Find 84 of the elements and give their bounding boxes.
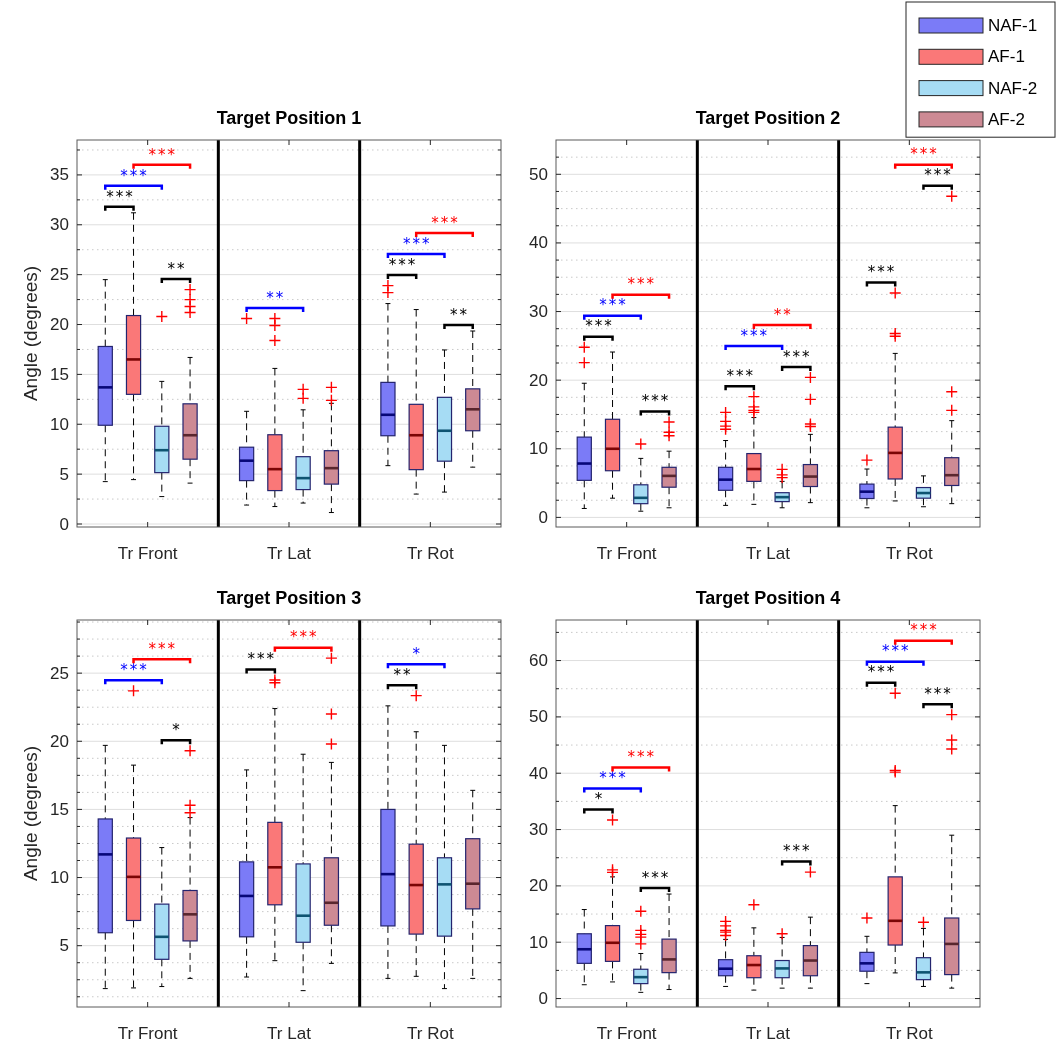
x-tick-label: Tr Front <box>117 543 178 563</box>
chart-title: Target Position 3 <box>216 588 362 608</box>
y-tick-label: 0 <box>538 507 548 527</box>
legend-label: AF-2 <box>988 109 1025 129</box>
y-tick-label: 10 <box>529 932 548 952</box>
y-tick-label: 40 <box>529 763 548 783</box>
annotation: *** <box>402 234 432 253</box>
annotation: *** <box>247 650 276 669</box>
annotation: *** <box>910 145 939 164</box>
annotation: *** <box>924 166 953 185</box>
annotation: *** <box>106 187 135 206</box>
annotation: *** <box>641 868 671 887</box>
y-tick-label: 5 <box>59 464 69 484</box>
x-tick-label: Tr Rot <box>886 543 933 563</box>
y-tick-label: 20 <box>529 876 548 896</box>
annotation: *** <box>783 347 812 366</box>
x-tick-label: Tr Lat <box>746 1023 791 1041</box>
x-tick-label: Tr Lat <box>267 543 312 563</box>
y-tick-label: 20 <box>529 370 548 390</box>
legend-label: NAF-2 <box>988 78 1038 98</box>
x-tick-label: Tr Rot <box>886 1023 933 1041</box>
chart-title: Target Position 2 <box>695 108 841 128</box>
annotation: *** <box>641 392 671 411</box>
annotation: * <box>412 644 422 663</box>
annotation: *** <box>867 263 897 282</box>
legend-label: NAF-1 <box>988 16 1038 35</box>
y-tick-label: 10 <box>529 439 548 459</box>
annotation: *** <box>627 748 657 767</box>
annotation: *** <box>910 621 939 640</box>
x-tick-label: Tr Rot <box>407 543 454 563</box>
annotation: *** <box>148 640 178 659</box>
y-tick-label: 30 <box>529 302 548 322</box>
y-tick-label: 10 <box>50 414 69 434</box>
annotation: ** <box>393 665 413 684</box>
annotation: *** <box>120 661 149 680</box>
annotation: *** <box>120 166 149 185</box>
annotation: ** <box>167 259 187 278</box>
annotation: ** <box>773 305 793 324</box>
y-tick-label: 60 <box>529 651 548 671</box>
chart-title: Target Position 1 <box>216 108 362 128</box>
annotation: *** <box>867 663 897 682</box>
annotation: *** <box>148 145 178 164</box>
y-tick-label: 50 <box>529 707 548 727</box>
annotation: *** <box>726 366 755 385</box>
annotation: *** <box>881 642 911 661</box>
annotation: *** <box>783 842 812 861</box>
x-tick-label: Tr Front <box>596 1023 657 1041</box>
y-tick-label: 15 <box>50 799 69 819</box>
x-tick-label: Tr Front <box>117 1023 178 1041</box>
annotation: * <box>172 721 182 740</box>
y-tick-label: 25 <box>50 265 69 285</box>
annotation: *** <box>431 213 460 232</box>
chart-title: Target Position 4 <box>695 588 841 608</box>
y-tick-label: 20 <box>50 315 69 335</box>
y-tick-label: 40 <box>529 233 548 253</box>
y-tick-label: 30 <box>50 215 69 235</box>
annotation: *** <box>289 628 319 647</box>
y-axis-title: Angle (degrees) <box>19 265 41 402</box>
annotation: *** <box>599 296 628 315</box>
y-tick-label: 25 <box>50 663 69 683</box>
annotation: *** <box>388 255 418 274</box>
y-tick-label: 35 <box>50 165 69 185</box>
y-tick-label: 30 <box>529 820 548 840</box>
x-tick-label: Tr Lat <box>746 543 791 563</box>
x-tick-label: Tr Rot <box>407 1023 454 1041</box>
annotation: *** <box>599 769 628 788</box>
annotation: * <box>594 790 605 809</box>
annotation: ** <box>450 305 470 324</box>
legend-label: AF-1 <box>988 47 1025 67</box>
y-tick-label: 50 <box>529 164 548 184</box>
y-tick-label: 0 <box>538 989 548 1009</box>
annotation: *** <box>740 326 770 345</box>
y-tick-label: 20 <box>50 731 69 751</box>
annotation: *** <box>924 684 953 703</box>
y-tick-label: 10 <box>50 868 69 888</box>
y-tick-label: 5 <box>59 936 69 956</box>
x-tick-label: Tr Lat <box>267 1023 312 1041</box>
y-tick-label: 0 <box>59 514 69 534</box>
y-axis-title: Angle (degrees) <box>19 745 41 882</box>
x-tick-label: Tr Front <box>596 543 657 563</box>
annotation: ** <box>266 288 286 307</box>
annotation: *** <box>627 275 657 294</box>
annotation: *** <box>585 317 614 336</box>
y-tick-label: 15 <box>50 364 69 384</box>
